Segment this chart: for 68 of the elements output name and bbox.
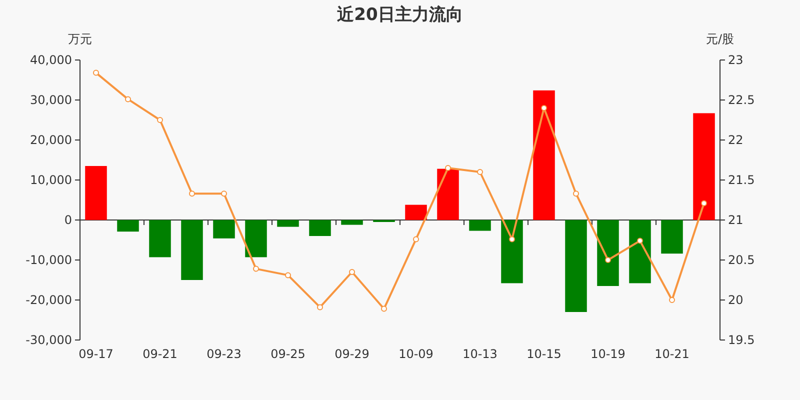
- x-tick-label: 09-23: [206, 347, 242, 361]
- y-tick-label: -30,000: [26, 333, 72, 347]
- x-tick-label: 10-13: [462, 347, 498, 361]
- point: [221, 190, 227, 197]
- bar: [85, 166, 107, 220]
- point: [477, 169, 483, 175]
- y-tick-label: 40,000: [30, 53, 72, 67]
- point: [157, 117, 163, 123]
- bar: [149, 220, 171, 258]
- point: [125, 96, 131, 102]
- y2-tick-label: 21: [728, 213, 744, 227]
- point: [253, 266, 259, 272]
- y2-tick-label: 22: [728, 133, 744, 147]
- y2-tick-label: 23: [728, 53, 744, 67]
- point: [573, 190, 579, 197]
- point: [669, 297, 675, 303]
- y-tick-label: 0: [64, 213, 72, 227]
- y2-tick-label: 20: [728, 293, 744, 307]
- bar: [533, 90, 555, 220]
- y-tick-label: -20,000: [26, 293, 72, 307]
- point: [637, 238, 643, 244]
- bar: [405, 204, 427, 220]
- x-tick-label: 10-19: [590, 347, 626, 361]
- y-tick-label: 20,000: [30, 133, 72, 147]
- point: [381, 306, 387, 312]
- y-tick-label: -10,000: [26, 253, 72, 267]
- bar: [245, 220, 267, 258]
- bar: [597, 220, 619, 286]
- bar: [501, 220, 523, 284]
- x-tick-label: 10-21: [654, 347, 690, 361]
- point: [605, 257, 611, 263]
- x-tick-label: 09-29: [334, 347, 370, 361]
- chart-title: 近20日主力流向: [336, 5, 463, 25]
- x-tick-label: 09-25: [270, 347, 306, 361]
- y2-axis-title: 元/股: [706, 32, 734, 46]
- y-tick-label: 10,000: [30, 173, 72, 187]
- point: [413, 236, 419, 242]
- y-axis-title: 万元: [68, 32, 92, 46]
- bar: [661, 220, 683, 254]
- bar: [117, 220, 139, 232]
- point: [445, 165, 451, 171]
- x-tick-label: 10-15: [526, 347, 562, 361]
- point: [701, 200, 707, 206]
- point: [509, 236, 515, 242]
- point: [349, 269, 355, 275]
- point: [317, 304, 323, 310]
- point: [189, 190, 195, 197]
- bar: [181, 220, 203, 280]
- bar: [213, 220, 235, 238]
- x-tick-label: 09-21: [142, 347, 178, 361]
- y2-tick-label: 19.5: [728, 333, 755, 347]
- bar: [469, 220, 491, 231]
- bar: [565, 220, 587, 312]
- bar: [341, 220, 363, 225]
- bar: [629, 220, 651, 284]
- point: [285, 272, 291, 278]
- y2-tick-label: 22.5: [728, 93, 755, 107]
- y2-tick-label: 20.5: [728, 253, 755, 267]
- x-tick-label: 10-09: [398, 347, 434, 361]
- bar: [309, 220, 331, 236]
- point: [541, 105, 547, 111]
- bar: [277, 220, 299, 227]
- bar: [693, 113, 715, 220]
- x-tick-label: 09-17: [78, 347, 114, 361]
- y-tick-label: 30,000: [30, 93, 72, 107]
- bar: [437, 168, 459, 220]
- y2-tick-label: 21.5: [728, 173, 755, 187]
- point: [93, 70, 99, 76]
